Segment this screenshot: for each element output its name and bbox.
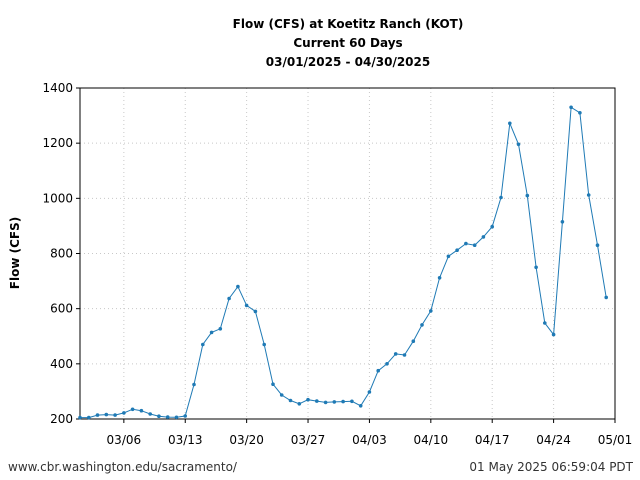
x-tick-label: 03/13 (168, 433, 203, 447)
chart-title-line-2: Current 60 Days (293, 36, 402, 50)
data-point (201, 342, 205, 347)
data-point (437, 276, 442, 280)
data-point (95, 413, 100, 417)
data-point (279, 393, 284, 397)
data-point (490, 224, 495, 229)
data-point (87, 415, 91, 420)
y-axis-label: Flow (CFS) (8, 217, 22, 289)
data-point (244, 303, 249, 308)
data-point (420, 323, 424, 327)
x-tick-label: 03/06 (107, 433, 142, 447)
data-point (227, 296, 231, 301)
chart-title-line-3: 03/01/2025 - 04/30/2025 (266, 55, 430, 69)
data-point (315, 399, 319, 403)
data-point (499, 195, 503, 200)
data-point (288, 398, 293, 403)
data-point (472, 243, 477, 247)
data-point (402, 353, 407, 357)
series-flow (78, 105, 608, 420)
data-point (516, 142, 521, 147)
data-point (332, 400, 337, 404)
data-point (209, 330, 214, 335)
data-point (385, 362, 389, 366)
data-point (78, 415, 82, 420)
data-point (455, 248, 459, 252)
data-point (481, 235, 486, 239)
data-point (262, 342, 267, 347)
data-point (543, 321, 547, 325)
x-tick-label: 04/17 (475, 433, 510, 447)
data-point (595, 243, 600, 247)
chart-title-line-1: Flow (CFS) at Koetitz Ranch (KOT) (233, 17, 464, 31)
source-url: www.cbr.washington.edu/sacramento/ (8, 460, 237, 474)
data-point (358, 404, 363, 408)
y-tick-label: 1400 (42, 81, 73, 95)
y-tick-label: 1200 (42, 136, 73, 150)
y-axis: 200 400 600 800 1000 1200 1400 (42, 81, 80, 426)
data-point (104, 412, 109, 417)
y-tick-label: 1000 (42, 191, 73, 205)
data-point (139, 408, 144, 413)
series-line (80, 106, 607, 419)
data-point (297, 402, 302, 406)
data-point (560, 220, 565, 224)
y-tick-label: 400 (50, 357, 73, 371)
data-point (271, 382, 275, 387)
data-point (236, 284, 240, 289)
data-point (376, 368, 381, 373)
data-point (508, 121, 512, 126)
data-point (192, 382, 196, 387)
data-point (165, 415, 170, 419)
data-point (367, 390, 372, 394)
data-point (122, 411, 126, 415)
data-point (183, 414, 187, 418)
data-point (446, 254, 451, 259)
data-point (551, 332, 556, 337)
data-point (306, 397, 310, 402)
data-point (113, 413, 117, 417)
x-tick-label: 04/10 (414, 433, 449, 447)
y-tick-label: 200 (50, 412, 73, 426)
data-point (218, 327, 223, 331)
data-point (174, 415, 179, 420)
data-point (350, 399, 354, 404)
y-tick-label: 800 (50, 247, 73, 261)
y-tick-label: 600 (50, 302, 73, 316)
data-point (578, 111, 582, 115)
data-point (341, 399, 345, 404)
data-point (130, 407, 135, 412)
data-point (393, 352, 398, 356)
data-point (253, 309, 258, 314)
data-point (157, 414, 161, 419)
data-point (148, 412, 152, 416)
x-tick-label: 03/20 (229, 433, 264, 447)
chart-title: Flow (CFS) at Koetitz Ranch (KOT) Curren… (233, 17, 464, 69)
data-point (429, 309, 433, 313)
x-tick-label: 04/03 (352, 433, 387, 447)
x-tick-label: 03/27 (291, 433, 326, 447)
generated-timestamp: 01 May 2025 06:59:04 PDT (469, 460, 633, 474)
data-point (604, 295, 608, 300)
data-point (323, 400, 328, 405)
data-point (464, 241, 468, 246)
data-point (525, 193, 530, 198)
data-point (534, 265, 538, 270)
data-point (569, 105, 573, 110)
data-point (411, 339, 416, 344)
x-tick-label: 04/24 (536, 433, 571, 447)
data-point (586, 193, 591, 197)
x-tick-label: 05/01 (598, 433, 633, 447)
x-axis: 03/06 03/13 03/20 03/27 04/03 04/10 04/17 04/24… (107, 419, 633, 447)
